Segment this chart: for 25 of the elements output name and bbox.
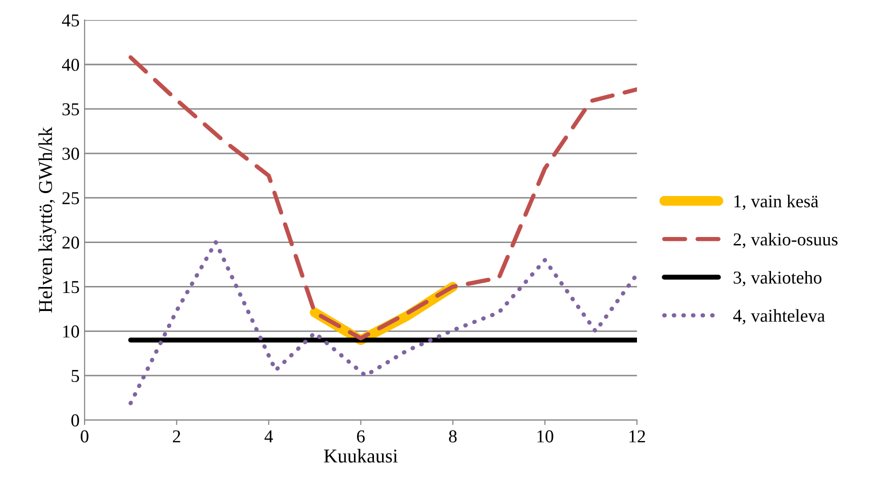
x-tick-label: 2: [172, 430, 180, 442]
x-tick-label: 6: [357, 430, 365, 442]
line-series: [128, 55, 637, 340]
y-tick-label: 35: [62, 103, 80, 116]
y-tick-label: 10: [63, 325, 80, 338]
x-tick-label: 12: [630, 430, 645, 442]
y-tick-label: 5: [72, 370, 80, 382]
y-tick-label: 25: [62, 192, 80, 204]
y-tick-label: 0: [71, 414, 80, 426]
y-tick-label: 30: [62, 148, 80, 160]
line-series: [128, 240, 637, 406]
legend-label: 1, vain kesä: [734, 194, 818, 210]
legend-label: 4, vaihteleva: [733, 309, 825, 324]
x-tick-label: 10: [537, 430, 554, 442]
y-tick-label: 45: [62, 14, 80, 26]
y-tick-label: 40: [62, 58, 80, 71]
y-tick-label: 20: [62, 236, 80, 249]
x-tick-label: 4: [264, 430, 273, 442]
x-axis-title: Kuukausi: [324, 448, 398, 463]
y-axis-title: Helven käyttö, GWh/kk: [38, 126, 56, 313]
legend-label: 3, vakioteho: [734, 270, 822, 286]
x-tick-label: 8: [449, 430, 457, 442]
x-tick-label: 0: [80, 430, 88, 442]
legend-label: 2, vakio-osuus: [734, 232, 838, 248]
y-tick-label: 15: [63, 281, 80, 294]
